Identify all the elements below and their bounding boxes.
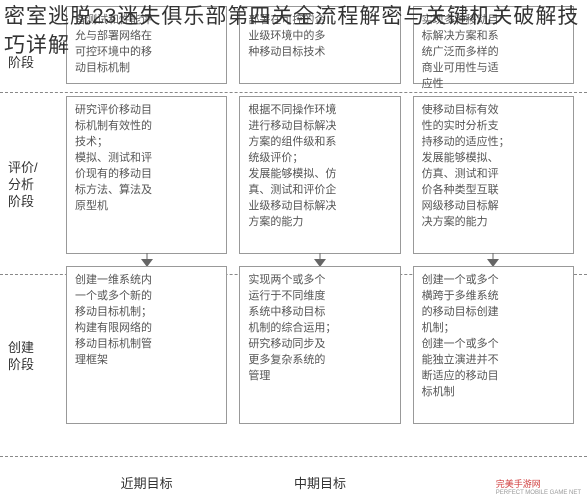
cell-r2c1: 研究评价移动目 标机制有效性的 技术； 模拟、测试和评 价现有的移动目 标方法、… — [66, 96, 227, 254]
row-label-create: 创建 阶段 — [8, 340, 58, 374]
bottom-label-mid: 中期目标 — [233, 473, 406, 492]
bottom-label-near: 近期目标 — [60, 473, 233, 492]
diagram-grid: 备测试和性能评 允与部署网络在 可控环境中的移 动目标机制 部署在可控的企 业级… — [60, 0, 580, 480]
cell-r2c3: 使移动目标有效 性的实时分析支 持移动的适应性； 发展能够模拟、 仿真、测试和评… — [413, 96, 574, 254]
page-title: 密室逃脱23迷失俱乐部第四关全流程解密与关键机关破解技巧详解 — [0, 0, 587, 63]
watermark-sub: PERFECT MOBILE GAME NET — [496, 490, 581, 496]
cell-r2c2: 根据不同操作环境 进行移动目标解决 方案的组件级和系 统级评价； 发展能够模拟、… — [239, 96, 400, 254]
watermark: 完美手游网 PERFECT MOBILE GAME NET — [496, 477, 581, 496]
cell-r3c2: 实现两个或多个 运行于不同维度 系统中移动目标 机制的综合运用； 研究移动同步及… — [239, 266, 400, 424]
cell-r3c1: 创建一维系统内 一个或多个新的 移动目标机制； 构建有限网络的 移动目标机制管 … — [66, 266, 227, 424]
cell-r3c3: 创建一个或多个 横跨于多维系统 的移动目标创建 机制； 创建一个或多个 能独立演… — [413, 266, 574, 424]
row-label-eval: 评价/ 分析 阶段 — [8, 160, 58, 211]
watermark-main: 完美手游网 — [496, 479, 541, 489]
